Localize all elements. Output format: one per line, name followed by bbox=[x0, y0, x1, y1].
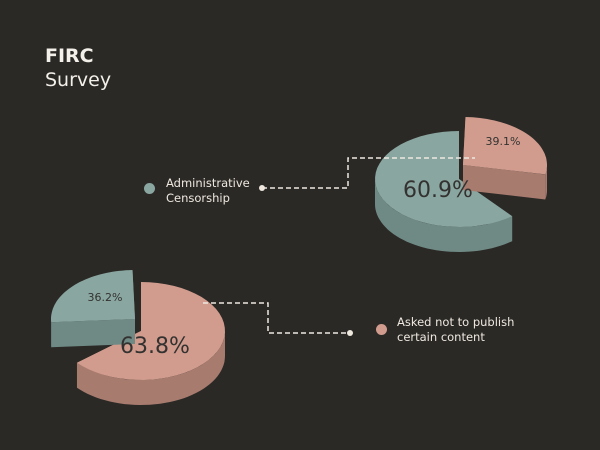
legend-line: Asked not to publish bbox=[397, 315, 515, 329]
legend-line: Administrative bbox=[166, 176, 250, 190]
pie-slice-administrative-censorship-side bbox=[375, 179, 513, 252]
legend-line: certain content bbox=[397, 330, 485, 344]
pie-slice-other-cut-face bbox=[463, 165, 546, 200]
legend-administrative-censorship: Administrative Censorship bbox=[166, 176, 250, 206]
pie-slice-asked-not-to-publish-top bbox=[77, 282, 225, 380]
title-line-2: Survey bbox=[45, 69, 112, 91]
chart-title: FIRC Survey bbox=[45, 44, 111, 92]
connector-line-administrative bbox=[262, 157, 475, 189]
pie-slice-other-top bbox=[463, 117, 547, 175]
slice-label-60-9: 60.9% bbox=[403, 178, 473, 203]
title-line-1: FIRC bbox=[45, 45, 94, 67]
legend-dot-administrative-censorship bbox=[144, 183, 155, 194]
pie-slice-administrative-censorship-top bbox=[375, 131, 513, 227]
legend-line: Censorship bbox=[166, 191, 230, 205]
legend-dot-asked-not-to-publish bbox=[376, 324, 387, 335]
slice-label-36-2: 36.2% bbox=[88, 291, 123, 304]
pie-slice-other-cut-face bbox=[51, 319, 136, 348]
connector-line-asked bbox=[203, 302, 350, 334]
slice-label-63-8: 63.8% bbox=[120, 334, 190, 359]
connector-dot bbox=[347, 330, 353, 336]
pie-slice-asked-not-to-publish-side bbox=[77, 331, 225, 405]
slice-label-39-1: 39.1% bbox=[486, 135, 521, 148]
pie-slice-other-side bbox=[545, 165, 547, 200]
connector-dot bbox=[259, 185, 265, 191]
legend-asked-not-to-publish: Asked not to publish certain content bbox=[397, 315, 514, 345]
pie-slice-other-top bbox=[51, 270, 135, 323]
